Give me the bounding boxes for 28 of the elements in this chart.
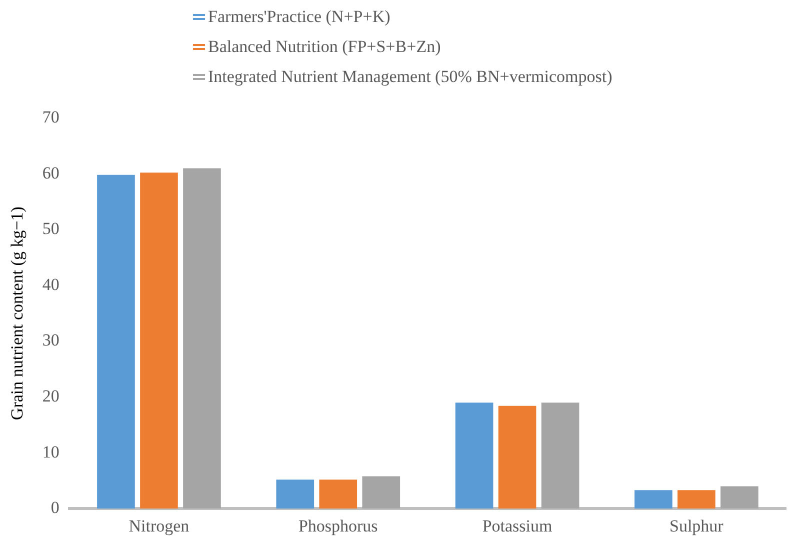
x-tick-label: Potassium bbox=[482, 516, 552, 536]
bar bbox=[97, 174, 135, 509]
bar bbox=[362, 476, 400, 509]
bar bbox=[319, 480, 358, 509]
bar bbox=[455, 402, 494, 509]
bar bbox=[541, 402, 580, 509]
bar bbox=[498, 406, 536, 509]
y-tick-label: 30 bbox=[42, 330, 60, 350]
y-tick-label: 60 bbox=[42, 163, 60, 182]
y-tick-label: 10 bbox=[42, 442, 60, 462]
bar bbox=[634, 490, 672, 509]
x-tick-label: Phosphorus bbox=[298, 516, 378, 536]
bar bbox=[678, 490, 716, 509]
y-tick-label: 0 bbox=[50, 498, 60, 518]
y-tick-label: 40 bbox=[42, 274, 60, 294]
bar bbox=[720, 486, 758, 509]
legend-label: Balanced Nutrition (FP+S+B+Zn) bbox=[208, 36, 441, 58]
y-tick-label: 20 bbox=[42, 386, 60, 406]
y-tick-label: 70 bbox=[42, 107, 60, 126]
bar bbox=[276, 480, 314, 509]
y-axis-title: Grain nutrient content (g kg−1) bbox=[8, 206, 27, 420]
bar bbox=[183, 168, 221, 509]
x-tick-label: Nitrogen bbox=[128, 516, 190, 536]
bar bbox=[140, 172, 178, 509]
y-tick-label: 50 bbox=[42, 219, 60, 238]
legend-label: Integrated Nutrient Management (50% BN+vermicompost) bbox=[208, 66, 612, 88]
legend-label: Farmers'Practice (N+P+K) bbox=[208, 6, 390, 28]
x-tick-label: Sulphur bbox=[670, 516, 724, 536]
